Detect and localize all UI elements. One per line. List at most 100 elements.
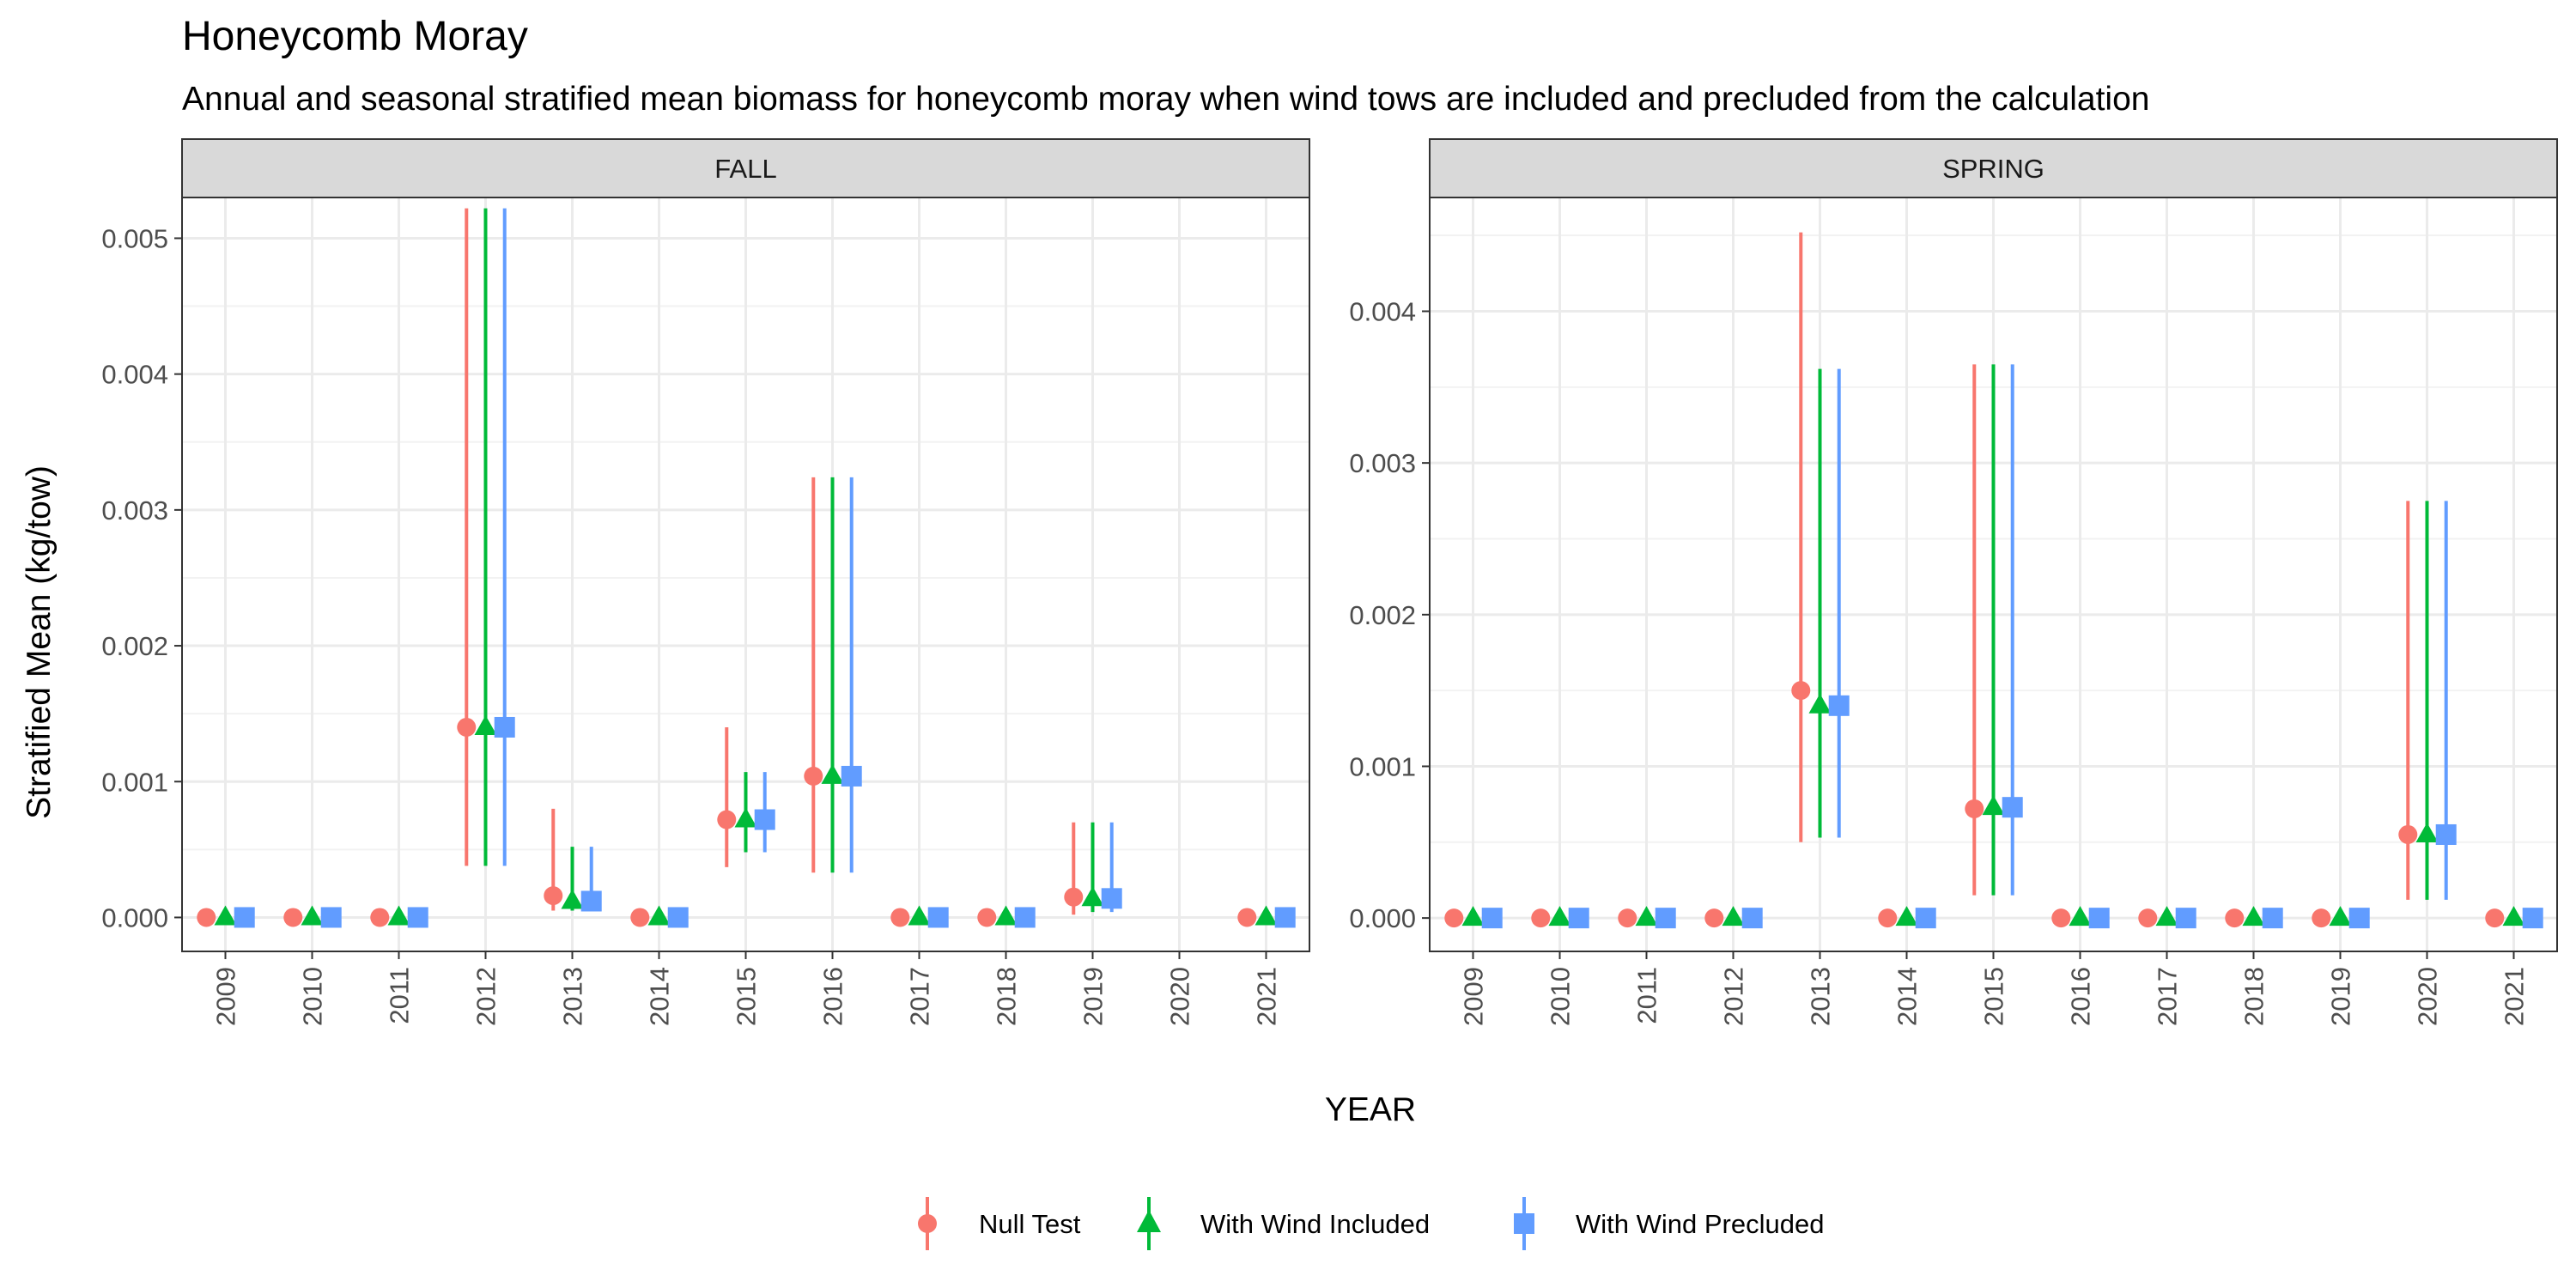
y-tick-label: 0.004 (1349, 296, 1416, 326)
x-tick-label: 2009 (211, 967, 241, 1026)
series-1 (1461, 364, 2525, 927)
x-tick-label: 2009 (1459, 967, 1489, 1026)
x-tick-label: 2010 (1546, 967, 1576, 1026)
x-tick-label: 2018 (992, 967, 1022, 1026)
chart-subtitle: Annual and seasonal stratified mean biom… (182, 81, 2149, 118)
panel-strip-label: FALL (714, 154, 776, 184)
y-tick-label: 0.005 (101, 223, 168, 253)
point-wind-included (1895, 906, 1918, 927)
x-tick-label: 2019 (2326, 967, 2356, 1026)
panel-fall: FALL 0.000 0.001 0.002 0.003 0.004 0.005 2009 20… (101, 138, 1310, 1026)
point-wind-included (2329, 906, 2352, 927)
x-tick-label: 2015 (732, 967, 762, 1026)
x-tick-label: 2011 (385, 967, 415, 1024)
point-null-test (197, 908, 216, 927)
legend-key-square (1514, 1213, 1534, 1234)
point-wind-precluded (2348, 908, 2370, 929)
point-null-test (977, 908, 997, 927)
point-null-test (630, 908, 650, 927)
point-null-test (2398, 824, 2418, 844)
point-wind-precluded (407, 907, 428, 928)
x-tick-label: 2014 (645, 967, 675, 1026)
x-tick-label: 2013 (1806, 967, 1836, 1026)
series-2 (234, 208, 1296, 928)
point-wind-included (2242, 906, 2265, 927)
x-tick-label: 2012 (1719, 967, 1749, 1026)
point-wind-precluded (1828, 695, 1850, 716)
point-null-test (457, 717, 477, 737)
x-tick-label: 2018 (2239, 967, 2269, 1026)
x-tick-label: 2020 (1165, 967, 1195, 1026)
point-wind-precluded (927, 907, 949, 928)
point-wind-included (1722, 906, 1745, 927)
series-1 (214, 208, 1278, 926)
point-null-test (1531, 908, 1551, 928)
point-null-test (370, 908, 390, 927)
point-wind-included (1635, 906, 1658, 927)
series-0 (197, 208, 1257, 927)
point-wind-included (647, 905, 671, 926)
point-null-test (1064, 887, 1084, 907)
x-tick-label: 2021 (2500, 967, 2530, 1026)
point-wind-precluded (1274, 907, 1296, 928)
panel-strip-label: SPRING (1942, 154, 2044, 184)
point-wind-included (994, 905, 1018, 926)
point-wind-included (387, 905, 410, 926)
legend-key-circle (918, 1214, 937, 1233)
x-tick-label: 2014 (1893, 967, 1923, 1026)
panels: FALL 0.000 0.001 0.002 0.003 0.004 0.005 2009 20… (101, 138, 2558, 1026)
panel-strip (1429, 138, 2558, 198)
point-wind-included (1548, 906, 1571, 927)
panel-strip (181, 138, 1310, 198)
point-null-test (1704, 908, 1724, 928)
x-tick-label: 2012 (471, 967, 501, 1026)
x-tick-label: 2021 (1252, 967, 1282, 1026)
point-null-test (1791, 681, 1811, 701)
point-wind-included (214, 905, 237, 926)
series-0 (1444, 232, 2505, 928)
x-tick-label: 2015 (1979, 967, 2009, 1026)
point-wind-precluded (841, 765, 862, 787)
point-null-test (544, 886, 563, 906)
chart-title: Honeycomb Moray (182, 14, 528, 59)
point-wind-precluded (1481, 908, 1503, 929)
point-wind-precluded (2262, 908, 2283, 929)
y-tick-label: 0.002 (1349, 600, 1416, 630)
point-wind-precluded (2522, 908, 2543, 929)
x-tick-label: 2017 (905, 967, 935, 1026)
point-wind-precluded (494, 716, 515, 738)
point-wind-included (1081, 886, 1104, 907)
point-wind-included (734, 807, 757, 828)
y-tick-label: 0.003 (101, 495, 168, 526)
legend-item: Null Test (918, 1197, 1081, 1250)
point-wind-included (1255, 905, 1278, 926)
point-wind-precluded (2088, 908, 2110, 929)
point-null-test (1618, 908, 1637, 928)
point-null-test (1444, 908, 1464, 928)
y-tick-label: 0.001 (101, 767, 168, 797)
point-wind-included (474, 714, 497, 735)
point-null-test (890, 908, 910, 927)
legend-label: With Wind Included (1200, 1209, 1430, 1239)
x-tick-label: 2017 (2153, 967, 2183, 1026)
point-wind-precluded (2175, 908, 2196, 929)
point-null-test (1878, 908, 1898, 928)
x-tick-label: 2016 (2066, 967, 2096, 1026)
point-wind-included (561, 889, 584, 909)
point-null-test (804, 766, 823, 786)
point-wind-included (2069, 906, 2092, 927)
point-wind-precluded (1568, 908, 1589, 929)
x-axis-label: YEAR (1325, 1091, 1416, 1128)
x-tick-label: 2013 (558, 967, 588, 1026)
point-null-test (717, 810, 737, 829)
point-wind-precluded (1014, 907, 1036, 928)
point-wind-included (301, 905, 324, 926)
point-wind-precluded (754, 809, 775, 830)
point-wind-included (2155, 906, 2178, 927)
point-wind-precluded (1101, 888, 1122, 909)
panel-spring: SPRING 0.000 0.001 0.002 0.003 0.004 2009 2010 2… (1349, 138, 2558, 1026)
y-tick-label: 0.004 (101, 360, 168, 390)
panel-border (1429, 197, 2558, 952)
x-tick-label: 2020 (2413, 967, 2443, 1026)
